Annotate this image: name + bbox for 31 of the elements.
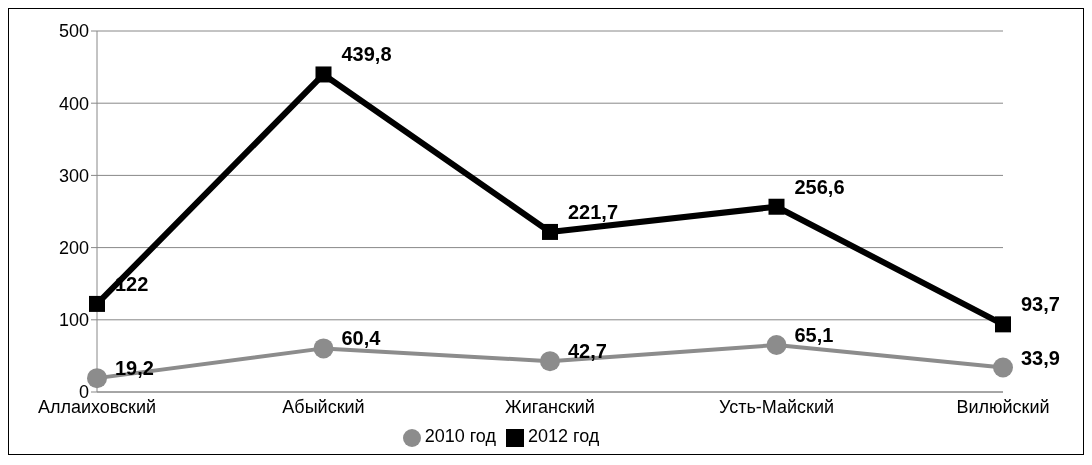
data-label: 221,7 — [568, 200, 619, 223]
y-tick-label: 100 — [58, 310, 89, 331]
point — [89, 295, 105, 312]
y-tick-label: 0 — [78, 382, 89, 403]
data-label: 60,4 — [341, 327, 382, 350]
point — [315, 66, 332, 83]
data-label: 33,9 — [1021, 346, 1060, 369]
data-label: 65,1 — [794, 324, 834, 346]
data-label: 93,7 — [1021, 293, 1060, 316]
point — [995, 316, 1011, 333]
point — [768, 198, 785, 215]
point — [313, 338, 334, 359]
y-tick-label: 500 — [58, 21, 89, 42]
y-tick-label: 300 — [58, 165, 89, 186]
data-label: 19,2 — [115, 357, 154, 380]
x-tick-label: Вилюйский — [956, 396, 1050, 417]
data-label: 42,7 — [568, 340, 607, 363]
y-tick-label: 400 — [58, 93, 89, 114]
x-tick-label: Жиганский — [505, 396, 595, 417]
data-label: 256,6 — [794, 175, 845, 198]
x-tick-label: Усть-Майский — [718, 396, 835, 417]
point — [87, 368, 107, 389]
legend-label: 2012 год — [528, 426, 600, 446]
data-label: 439,8 — [341, 43, 392, 66]
legend-label: 2010 год — [424, 426, 496, 446]
point — [540, 351, 560, 372]
point — [766, 335, 787, 355]
y-tick-label: 200 — [58, 237, 89, 258]
x-tick-label: Абыйский — [282, 396, 365, 417]
point — [993, 357, 1013, 378]
point — [542, 223, 558, 240]
